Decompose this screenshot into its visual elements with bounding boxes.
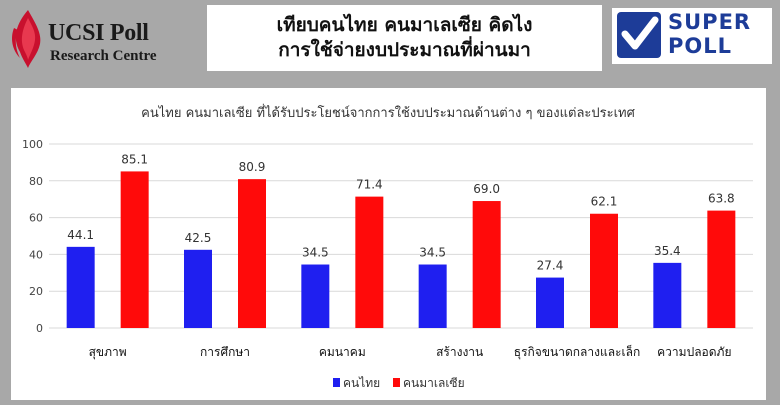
category-label: สร้างงาน — [436, 345, 483, 359]
gridlines — [49, 143, 753, 329]
headline-line-1: เทียบคนไทย คนมาเลเซีย คิดไง — [276, 14, 533, 36]
bar-chart: คนไทย คนมาเลเซีย ที่ได้รับประโยชน์จากการ… — [22, 104, 753, 390]
bar-thai — [66, 246, 95, 328]
category-label: คมนาคม — [319, 345, 366, 359]
bar-malaysia — [120, 171, 149, 328]
bar-thai — [301, 264, 330, 328]
data-label: 63.8 — [708, 192, 735, 206]
legend-swatch — [393, 378, 400, 387]
data-label: 34.5 — [419, 246, 446, 260]
ucsi-poll-logo-name: UCSI Poll — [48, 20, 149, 46]
y-tick-label: 60 — [29, 212, 43, 225]
data-label: 85.1 — [121, 152, 148, 166]
data-label: 62.1 — [591, 195, 618, 209]
super-poll-logo-line-1: SUPER — [668, 10, 752, 34]
checkmark-icon — [617, 12, 661, 58]
chart-title: คนไทย คนมาเลเซีย ที่ได้รับประโยชน์จากการ… — [141, 104, 635, 121]
legend-swatch — [333, 378, 340, 387]
bar-malaysia — [355, 196, 384, 328]
category-label: ธุรกิจขนาดกลางและเล็ก — [514, 344, 640, 360]
ucsi-poll-logo-subtitle: Research Centre — [50, 48, 157, 64]
bar-thai — [184, 249, 212, 328]
data-label: 69.0 — [473, 182, 500, 196]
legend-label: คนไทย — [343, 376, 380, 390]
category-label: ความปลอดภัย — [657, 345, 731, 359]
super-poll-logo-line-2: POLL — [668, 34, 733, 58]
super-poll-logo: SUPER POLL — [612, 8, 772, 64]
bar-malaysia — [472, 201, 501, 328]
legend-label: คนมาเลเซีย — [403, 376, 465, 390]
category-label: สุขภาพ — [89, 345, 127, 360]
bar-thai — [418, 264, 447, 328]
data-label: 34.5 — [302, 246, 329, 260]
y-tick-label: 100 — [22, 138, 43, 151]
data-labels: 44.1 85.1 42.5 80.9 34.5 71.4 34.5 69.0 27.4 62.1… — [67, 152, 734, 272]
headline-box: เทียบคนไทย คนมาเลเซีย คิดไง การใช้จ่ายงบ… — [207, 5, 602, 71]
header: UCSI Poll Research Centre เทียบคนไทย คนม… — [0, 0, 780, 82]
data-label: 44.1 — [67, 228, 94, 242]
y-axis-ticks: 0 20 40 60 80 100 — [22, 138, 43, 335]
chart-panel: คนไทย คนมาเลเซีย ที่ได้รับประโยชน์จากการ… — [11, 88, 766, 400]
bars — [66, 171, 736, 328]
bar-thai — [536, 277, 564, 328]
data-label: 80.9 — [239, 160, 266, 174]
legend: คนไทย คนมาเลเซีย — [333, 376, 465, 390]
y-tick-label: 20 — [29, 285, 43, 298]
y-tick-label: 40 — [29, 248, 43, 261]
bar-malaysia — [707, 210, 736, 328]
data-label: 27.4 — [537, 259, 564, 273]
data-label: 71.4 — [356, 178, 383, 192]
bar-malaysia — [238, 179, 266, 328]
flame-icon — [12, 10, 41, 68]
data-label: 35.4 — [654, 244, 681, 258]
data-label: 42.5 — [185, 231, 212, 245]
category-labels: สุขภาพ การศึกษา คมนาคม สร้างงาน ธุรกิจขนาดกล… — [89, 344, 732, 360]
y-tick-label: 0 — [36, 322, 43, 335]
category-label: การศึกษา — [200, 345, 250, 359]
headline-line-2: การใช้จ่ายงบประมาณที่ผ่านมา — [278, 39, 531, 61]
bar-malaysia — [590, 213, 618, 328]
ucsi-poll-logo: UCSI Poll Research Centre — [8, 6, 198, 72]
y-tick-label: 80 — [29, 175, 43, 188]
bar-thai — [653, 262, 682, 328]
